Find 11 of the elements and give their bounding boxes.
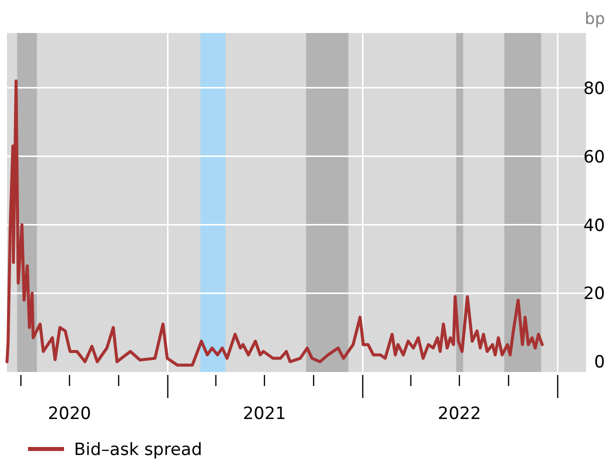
x-tick-label: 2020	[48, 404, 92, 424]
y-tick-label: 60	[583, 147, 605, 168]
y-tick-label: 20	[583, 284, 605, 304]
x-tick-label: 2022	[438, 404, 482, 424]
x-tick-label: 2021	[242, 404, 286, 424]
line-series	[6, 79, 544, 367]
y-axis-title: bp	[584, 9, 605, 28]
y-tick-label: 0	[594, 352, 605, 373]
legend-label: Bid–ask spread	[74, 440, 202, 460]
y-tick-label: 40	[583, 216, 605, 236]
y-tick-label: 80	[583, 78, 605, 99]
